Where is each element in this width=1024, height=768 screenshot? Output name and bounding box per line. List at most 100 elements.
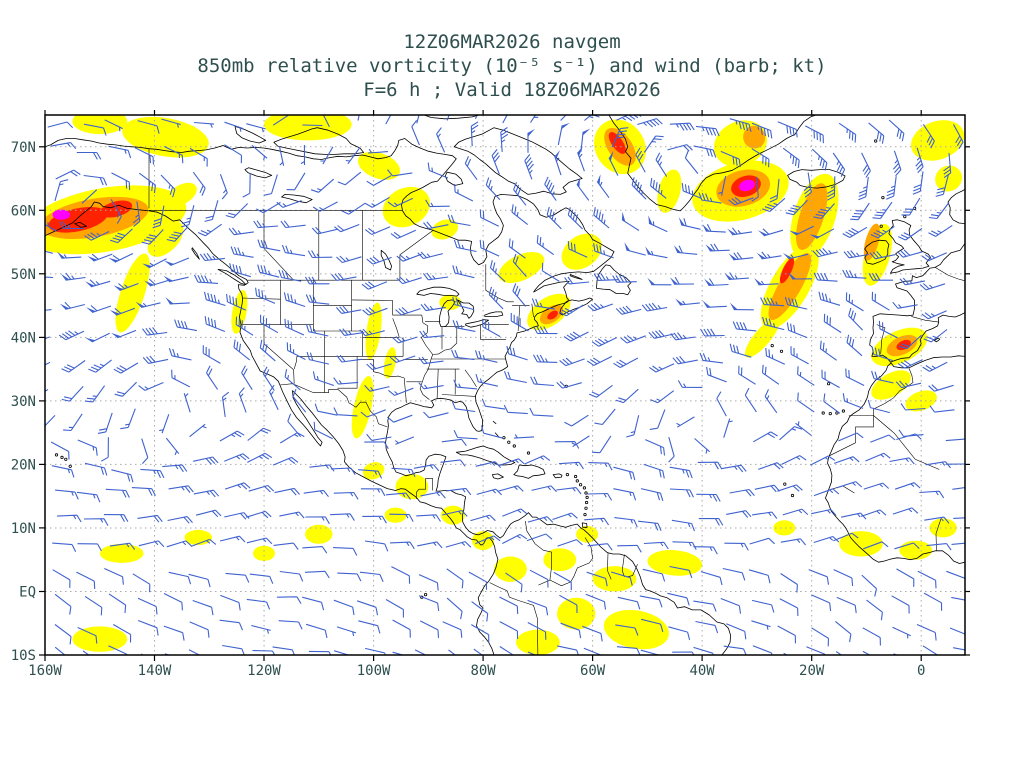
wind-barb	[527, 622, 547, 640]
wind-barb	[835, 620, 852, 643]
wind-barb	[302, 546, 328, 554]
axis-ticks	[39, 110, 970, 661]
wind-barb	[309, 464, 335, 472]
wind-barb	[529, 407, 554, 417]
vorticity-region	[99, 543, 144, 563]
wind-barb	[693, 546, 718, 555]
wind-barb	[366, 256, 392, 265]
wind-barb	[729, 488, 755, 497]
wind-barb	[669, 122, 695, 131]
wind-barb	[368, 148, 389, 154]
wind-barb	[769, 178, 780, 203]
wind-barb	[161, 118, 181, 128]
wind-barb	[479, 209, 499, 227]
wind-barb	[915, 147, 924, 174]
wind-barb	[109, 307, 135, 316]
wind-barb	[305, 323, 329, 337]
wind-barb	[76, 151, 102, 160]
wind-barb	[506, 345, 528, 361]
vorticity-region	[441, 505, 465, 525]
wind-barb	[585, 593, 607, 610]
wind-barb	[388, 387, 414, 396]
wind-barb	[797, 392, 815, 413]
wind-barb	[596, 174, 610, 199]
wind-barb	[111, 329, 137, 339]
wind-barb	[953, 517, 965, 519]
wind-barb	[108, 145, 132, 159]
wind-barb	[892, 507, 919, 515]
wind-barb	[307, 250, 333, 259]
wind-barb	[453, 430, 478, 440]
wind-barb	[557, 122, 570, 146]
wind-barb	[470, 514, 496, 522]
wind-barb	[225, 203, 249, 219]
wind-barb	[892, 301, 918, 309]
vorticity-region	[431, 219, 459, 240]
vorticity-region	[899, 540, 933, 560]
wind-barb	[255, 287, 276, 304]
wind-barb	[780, 573, 798, 593]
wind-barb	[206, 365, 219, 390]
wind-barb	[617, 596, 641, 610]
wind-barb	[219, 619, 244, 631]
wind-barb	[531, 298, 555, 310]
wind-barb	[488, 286, 504, 310]
wind-barb	[164, 146, 184, 164]
wind-barb	[475, 373, 499, 387]
wind-barb	[499, 596, 519, 615]
wind-barb	[945, 438, 965, 442]
wind-barb	[895, 380, 922, 389]
wind-barb	[137, 120, 160, 134]
wind-barb	[220, 594, 241, 611]
wind-barb	[821, 369, 840, 389]
wind-barb	[54, 646, 66, 655]
wind-barb	[637, 118, 663, 128]
x-tick-label: 20W	[799, 663, 825, 679]
wind-barb	[865, 452, 891, 462]
wind-barb	[922, 361, 948, 372]
wind-barb	[702, 300, 727, 308]
wind-barb	[510, 312, 529, 332]
wind-barb	[951, 596, 965, 601]
wind-barb	[560, 622, 582, 639]
wind-barb	[762, 316, 785, 331]
wind-barb	[871, 370, 894, 384]
wind-barb	[423, 411, 449, 419]
wind-barb	[764, 389, 778, 414]
wind-barb	[392, 619, 411, 638]
wind-barb	[723, 418, 733, 438]
wind-barb	[751, 620, 771, 630]
y-tick-label: 10S	[11, 648, 36, 664]
wind-barb	[183, 393, 191, 413]
map-content	[45, 115, 965, 655]
wind-barb	[310, 178, 335, 193]
wind-barb	[594, 408, 616, 426]
wind-barb	[952, 487, 965, 490]
wind-barb	[503, 371, 527, 384]
wind-barb	[587, 492, 613, 501]
wind-barb	[655, 152, 668, 177]
wind-barb	[418, 595, 440, 611]
wind-barb	[385, 599, 404, 618]
wind-barb	[697, 461, 723, 470]
wind-barb	[912, 171, 924, 195]
wind-barb	[668, 626, 691, 641]
wind-barb	[395, 306, 421, 316]
wind-barb	[789, 225, 814, 236]
wind-barb	[720, 597, 742, 614]
wind-barb	[527, 128, 535, 153]
wind-barb	[645, 246, 668, 259]
wind-barb	[85, 332, 110, 343]
wind-barb	[593, 243, 614, 259]
wind-barb	[76, 491, 101, 503]
wind-barb	[475, 461, 502, 468]
wind-barb	[52, 542, 77, 553]
wind-barb	[753, 431, 778, 443]
wind-barb	[138, 619, 159, 636]
wind-barb	[886, 176, 897, 200]
vorticity-region	[743, 125, 766, 149]
wind-barb	[676, 416, 695, 428]
wind-barb	[168, 348, 192, 361]
wind-barb	[471, 601, 489, 622]
wind-barb	[788, 272, 813, 280]
